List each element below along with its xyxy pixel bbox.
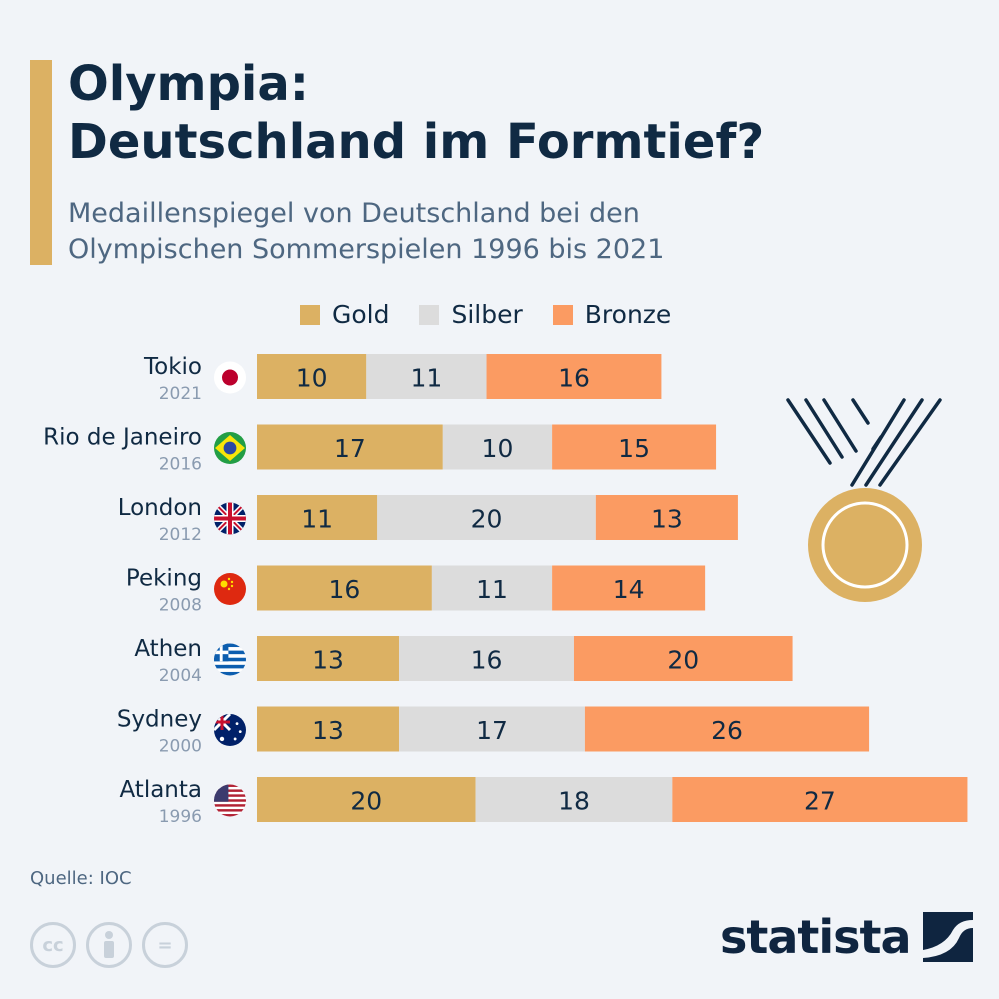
bar-label-bronze-4: 20 — [667, 646, 699, 675]
license-icons: cc = — [30, 922, 188, 968]
bar-label-silber-5: 17 — [476, 716, 508, 745]
accent-bar — [30, 60, 52, 265]
flag-usa-icon — [214, 784, 246, 817]
bar-label-bronze-5: 26 — [711, 716, 743, 745]
row-year-4: 2004 — [159, 666, 202, 686]
bar-bronze-0 — [486, 354, 662, 399]
flag-china-icon — [214, 573, 246, 605]
bar-bronze-1 — [552, 424, 717, 470]
bar-label-bronze-1: 15 — [618, 434, 650, 463]
bar-bronze-3 — [552, 565, 706, 611]
bar-gold-2 — [257, 495, 378, 540]
row-label-5: Sydney — [117, 707, 202, 733]
subtitle-line-2: Olympischen Sommerspielen 1996 bis 2021 — [68, 234, 665, 265]
bar-label-silber-3: 11 — [476, 575, 508, 604]
row-year-6: 1996 — [159, 807, 202, 827]
bar-label-silber-6: 18 — [558, 787, 590, 816]
bar-bronze-6 — [672, 777, 968, 822]
legend-label-gold: Gold — [332, 300, 390, 329]
bar-label-silber-4: 16 — [471, 646, 503, 675]
legend-swatch-bronze — [552, 304, 573, 325]
bar-gold-3 — [257, 565, 432, 611]
subtitle: Medaillenspiegel von Deutschland bei den… — [68, 196, 664, 268]
bar-silber-3 — [431, 565, 553, 611]
bar-label-gold-6: 20 — [350, 787, 382, 816]
bar-label-gold-2: 11 — [301, 505, 333, 534]
bar-label-bronze-0: 16 — [558, 364, 590, 393]
legend-label-silber: Silber — [451, 300, 523, 329]
flag-brazil-icon — [214, 432, 246, 464]
bar-label-silber-1: 10 — [482, 434, 514, 463]
statista-logo[interactable]: statista — [720, 910, 973, 964]
title-line-1: Olympia: — [68, 56, 309, 112]
bar-label-gold-5: 13 — [312, 716, 344, 745]
nd-icon[interactable]: = — [142, 922, 188, 968]
legend-item-silber: Silber — [419, 300, 523, 329]
row-year-2: 2012 — [159, 525, 202, 545]
row-year-1: 2016 — [159, 455, 202, 475]
bar-silber-4 — [399, 636, 574, 681]
by-icon[interactable] — [86, 922, 132, 968]
bar-label-bronze-2: 13 — [651, 505, 683, 534]
row-year-5: 2000 — [159, 737, 202, 757]
legend-swatch-gold — [300, 304, 320, 325]
bar-bronze-5 — [584, 706, 870, 752]
bar-gold-4 — [257, 636, 400, 681]
bar-gold-5 — [257, 706, 400, 752]
bar-bronze-4 — [573, 636, 793, 681]
bar-label-bronze-6: 27 — [804, 787, 836, 816]
row-label-4: Athen — [134, 636, 202, 662]
flag-japan-icon — [214, 361, 246, 394]
legend-swatch-silber — [419, 304, 440, 325]
row-label-6: Atlanta — [119, 777, 202, 803]
bar-label-silber-2: 20 — [471, 505, 503, 534]
legend: Gold Silber Bronze — [300, 300, 671, 329]
statista-logo-text: statista — [720, 910, 912, 964]
statista-logo-icon — [922, 912, 973, 962]
bar-gold-6 — [257, 777, 476, 822]
bar-label-gold-0: 10 — [296, 364, 328, 393]
bar-label-bronze-3: 14 — [613, 575, 645, 604]
title-line-2: Deutschland im Formtief? — [68, 114, 765, 170]
flag-uk-icon — [214, 502, 246, 535]
bar-silber-5 — [399, 706, 585, 752]
source-note: Quelle: IOC — [30, 868, 132, 889]
bar-silber-6 — [475, 777, 673, 822]
flag-australia-icon — [214, 714, 246, 746]
bar-label-gold-1: 17 — [334, 434, 366, 463]
row-label-1: Rio de Janeiro — [43, 425, 202, 451]
bar-bronze-2 — [595, 495, 738, 540]
subtitle-line-1: Medaillenspiegel von Deutschland bei den — [68, 198, 640, 229]
medal-icon — [786, 398, 942, 602]
bar-label-gold-3: 16 — [329, 575, 361, 604]
bar-silber-2 — [377, 495, 596, 540]
flag-greece-icon — [214, 643, 246, 676]
row-label-0: Tokio — [143, 354, 202, 380]
row-year-0: 2021 — [159, 384, 202, 404]
page-title: Olympia: Deutschland im Formtief? — [68, 55, 764, 171]
legend-label-bronze: Bronze — [584, 300, 672, 329]
legend-item-gold: Gold — [300, 300, 389, 329]
bar-label-gold-4: 13 — [312, 646, 344, 675]
row-year-3: 2008 — [159, 596, 202, 616]
bar-silber-0 — [366, 354, 487, 399]
legend-item-bronze: Bronze — [552, 300, 672, 329]
row-label-3: Peking — [126, 566, 202, 592]
bar-silber-1 — [442, 424, 553, 470]
bar-label-silber-0: 11 — [411, 364, 443, 393]
bar-gold-1 — [257, 424, 443, 470]
row-label-2: London — [118, 495, 202, 521]
bar-gold-0 — [257, 354, 367, 399]
cc-icon[interactable]: cc — [30, 922, 76, 968]
